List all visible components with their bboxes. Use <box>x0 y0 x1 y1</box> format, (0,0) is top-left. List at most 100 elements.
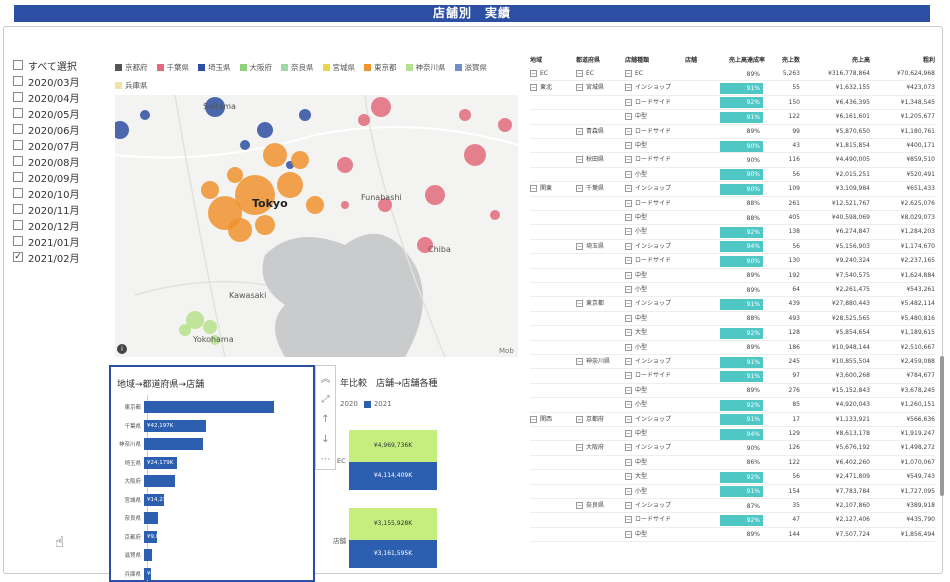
table-row[interactable]: − ロードサイド 92% 47 ¥2,127,406 ¥435,790 <box>530 513 935 528</box>
table-row[interactable]: − 中型 88% 405 ¥40,598,069 ¥8,029,073 <box>530 211 935 226</box>
legend-item[interactable]: 大阪府 <box>239 62 272 73</box>
slicer-checkbox[interactable]: ✓ <box>13 252 23 262</box>
table-row[interactable]: − 東京都 − インショップ 91% 439 ¥27,880,443 ¥5,482,114 <box>530 297 935 312</box>
table-row[interactable]: − 神奈川県 − インショップ 91% 245 ¥10,855,504 ¥2,459,088 <box>530 355 935 370</box>
slicer-checkbox[interactable] <box>13 172 23 182</box>
bar[interactable] <box>144 475 176 487</box>
expand-collapse-icon[interactable]: − <box>625 358 632 365</box>
expand-collapse-icon[interactable]: − <box>530 84 537 92</box>
expand-collapse-icon[interactable]: − <box>625 84 632 92</box>
expand-collapse-icon[interactable]: − <box>576 502 583 509</box>
store-bubble[interactable] <box>186 311 204 329</box>
slicer-item[interactable]: 2020/04月 <box>13 89 103 105</box>
bar-row[interactable]: 兵庫県 ¥4,520K <box>111 567 170 580</box>
expand-collapse-icon[interactable]: − <box>576 444 583 452</box>
bar-row[interactable]: 大阪府 <box>111 475 176 487</box>
legend-item[interactable]: 兵庫県 <box>115 80 148 91</box>
table-row[interactable]: − 東北 − 宮城県 − インショップ 91% 55 ¥1,632,155 ¥423,073 <box>530 81 935 96</box>
table-row[interactable]: − EC − EC − EC 89% 5,263 ¥316,778,864 ¥70,624,968 <box>530 67 935 82</box>
bar-row[interactable]: 宮城県 ¥14,230K <box>111 493 173 506</box>
slicer-checkbox[interactable] <box>13 76 23 86</box>
store-bubble[interactable] <box>227 167 243 183</box>
table-row[interactable]: − 大型 92% 128 ¥5,854,654 ¥1,189,615 <box>530 326 935 341</box>
expand-collapse-icon[interactable]: − <box>625 185 632 193</box>
expand-collapse-icon[interactable]: − <box>625 98 632 106</box>
slicer-item[interactable]: 2020/05月 <box>13 105 103 121</box>
expand-collapse-icon[interactable]: − <box>576 185 583 193</box>
expand-collapse-icon[interactable]: − <box>625 271 632 279</box>
table-row[interactable]: − ロードサイド 91% 97 ¥3,600,268 ¥784,677 <box>530 369 935 384</box>
bar-row[interactable]: 埼玉県 ¥24,179K <box>111 456 177 469</box>
expand-collapse-icon[interactable]: − <box>625 444 632 452</box>
slicer-item[interactable]: 2020/11月 <box>13 201 103 217</box>
expand-collapse-icon[interactable]: − <box>625 502 632 509</box>
expand-collapse-icon[interactable]: − <box>530 70 537 77</box>
expand-collapse-icon[interactable]: − <box>625 386 632 394</box>
store-bubble[interactable] <box>179 324 191 336</box>
expand-collapse-icon[interactable]: − <box>625 300 632 308</box>
store-bubble[interactable] <box>341 201 349 209</box>
table-row[interactable]: − 大型 92% 56 ¥2,471,809 ¥549,743 <box>530 470 935 485</box>
expand-icon[interactable]: ⤢ <box>321 394 330 406</box>
store-bubble[interactable] <box>228 218 252 242</box>
slicer-checkbox[interactable] <box>13 188 23 198</box>
column-header[interactable]: 売上高達成率 <box>728 56 765 64</box>
expand-collapse-icon[interactable]: − <box>625 516 632 524</box>
slicer-item[interactable]: 2020/06月 <box>13 121 103 137</box>
table-row[interactable]: − 中型 89% 192 ¥7,540,575 ¥1,624,884 <box>530 269 935 283</box>
bar[interactable] <box>144 438 203 450</box>
expand-collapse-icon[interactable]: − <box>576 127 583 135</box>
store-bubble[interactable] <box>306 196 324 214</box>
legend-item[interactable]: 神奈川県 <box>405 62 446 73</box>
legend-item[interactable]: 東京都 <box>364 62 397 73</box>
bar[interactable] <box>144 549 152 561</box>
expand-collapse-icon[interactable]: − <box>625 257 632 265</box>
store-bubble[interactable] <box>498 118 512 132</box>
store-bubble[interactable] <box>358 114 370 126</box>
table-row[interactable]: − 大阪府 − インショップ 90% 126 ¥5,676,192 ¥1,498,272 <box>530 441 935 456</box>
bubble-map[interactable]: Saitama Tokyo Funabashi Kawasaki Yokoham… <box>115 95 518 357</box>
slicer-item[interactable]: 2020/09月 <box>13 169 103 185</box>
bar[interactable]: ¥24,179K <box>144 456 177 469</box>
compare-bar-2021[interactable]: ¥3,161,595K <box>349 540 437 568</box>
legend-item[interactable]: 滋賀県 <box>454 62 487 73</box>
expand-collapse-icon[interactable]: − <box>625 214 632 221</box>
store-bubble[interactable] <box>490 210 500 220</box>
table-row[interactable]: − 埼玉県 − インショップ 94% 56 ¥5,156,903 ¥1,174,670 <box>530 240 935 255</box>
slicer-checkbox[interactable] <box>13 220 23 230</box>
bar[interactable] <box>144 401 274 413</box>
table-row[interactable]: − 中型 89% 144 ¥7,507,724 ¥1,856,494 <box>530 528 935 543</box>
slicer-checkbox[interactable] <box>13 236 23 246</box>
expand-collapse-icon[interactable]: − <box>625 142 632 149</box>
column-header[interactable]: 都道府県 <box>576 56 601 64</box>
bar[interactable]: ¥42,197K <box>144 419 207 432</box>
expand-collapse-icon[interactable]: − <box>625 530 632 538</box>
slicer-item[interactable]: 2020/08月 <box>13 153 103 169</box>
expand-collapse-icon[interactable]: − <box>530 185 537 193</box>
store-bubble[interactable] <box>464 144 486 166</box>
column-header[interactable]: 地域 <box>530 56 543 64</box>
column-header[interactable]: 店舗種類 <box>625 56 650 64</box>
slicer-checkbox[interactable] <box>13 124 23 134</box>
store-bubble[interactable] <box>459 109 471 121</box>
table-row[interactable]: − 小型 91% 154 ¥7,783,784 ¥1,727,095 <box>530 485 935 499</box>
store-bubble[interactable] <box>425 185 445 205</box>
expand-collapse-icon[interactable]: − <box>625 113 632 121</box>
expand-collapse-icon[interactable]: − <box>625 286 632 293</box>
bar-row[interactable]: 滋賀県 <box>111 549 152 561</box>
bar[interactable]: ¥14,230K <box>144 493 173 506</box>
expand-collapse-icon[interactable]: − <box>576 415 583 423</box>
expand-collapse-icon[interactable]: − <box>625 473 632 481</box>
store-bubble[interactable] <box>205 97 225 117</box>
slicer-checkbox[interactable] <box>13 156 23 166</box>
expand-collapse-icon[interactable]: − <box>576 242 583 250</box>
bar-row[interactable]: 神奈川県 <box>111 438 203 450</box>
table-row[interactable]: − 小型 92% 85 ¥4,920,043 ¥1,260,151 <box>530 398 935 413</box>
store-bubble[interactable] <box>140 110 150 120</box>
expand-collapse-icon[interactable]: − <box>625 430 632 437</box>
store-bubble[interactable] <box>277 172 303 198</box>
compare-bar-2021[interactable]: ¥4,114,409K <box>349 462 437 490</box>
expand-collapse-icon[interactable]: − <box>576 156 583 164</box>
expand-collapse-icon[interactable]: − <box>530 415 537 423</box>
store-bubble[interactable] <box>201 181 219 199</box>
